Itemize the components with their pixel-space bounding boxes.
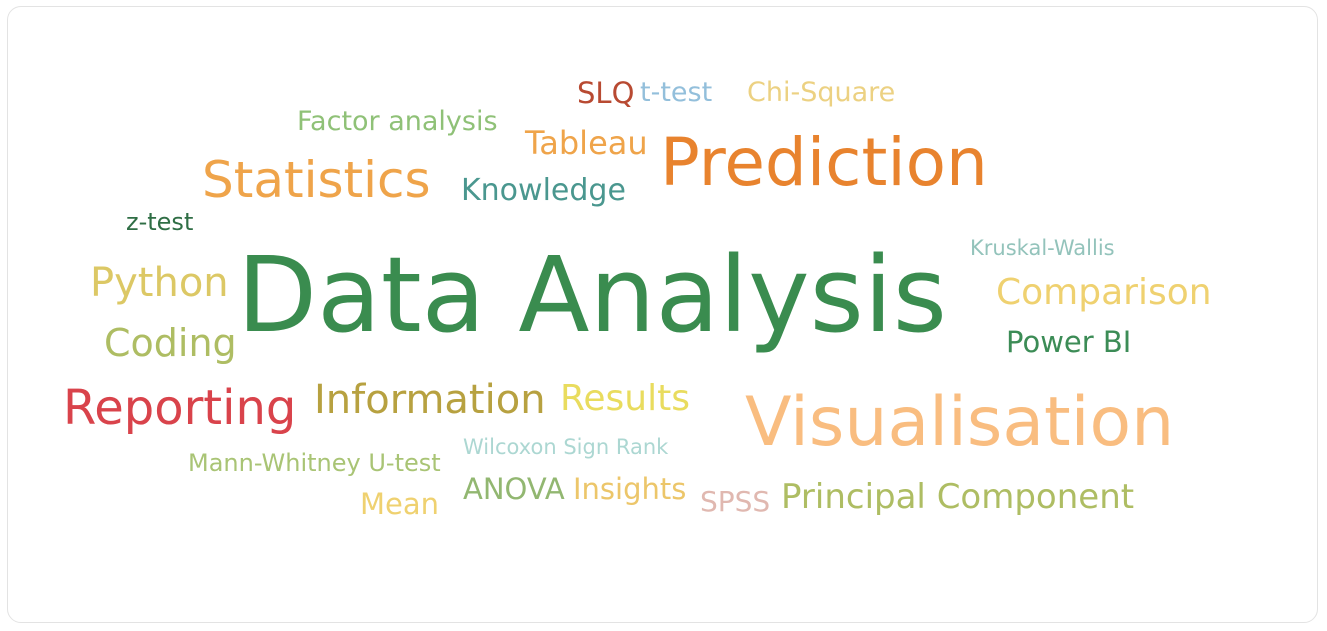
- word-prediction: Prediction: [660, 124, 988, 201]
- word-kruskal-wallis: Kruskal-Wallis: [970, 236, 1115, 260]
- word-spss: SPSS: [700, 485, 771, 518]
- word-chi-square: Chi-Square: [747, 77, 896, 108]
- word-reporting: Reporting: [63, 380, 297, 436]
- word-mean: Mean: [360, 487, 440, 521]
- word-mann-whitney-u-test: Mann-Whitney U-test: [188, 449, 441, 477]
- word-principal-component: Principal Component: [781, 477, 1135, 517]
- word-insights: Insights: [573, 472, 687, 506]
- chart-card: [7, 6, 1318, 623]
- word-statistics: Statistics: [202, 151, 431, 209]
- word-wilcoxon-sign-rank: Wilcoxon Sign Rank: [463, 435, 669, 459]
- word-results: Results: [560, 378, 690, 419]
- word-factor-analysis: Factor analysis: [297, 106, 498, 137]
- word-coding: Coding: [104, 321, 237, 365]
- word-power-bi: Power BI: [1006, 325, 1132, 359]
- word-slq: SLQ: [577, 76, 635, 110]
- word-knowledge: Knowledge: [461, 173, 626, 208]
- word-visualisation: Visualisation: [745, 383, 1175, 462]
- word-information: Information: [314, 377, 546, 423]
- word-tableau: Tableau: [525, 124, 648, 162]
- word-data-analysis: Data Analysis: [237, 234, 947, 356]
- word-comparison: Comparison: [996, 272, 1212, 313]
- word-anova: ANOVA: [463, 472, 565, 506]
- word-python: Python: [90, 260, 229, 306]
- word-t-test: t-test: [640, 77, 713, 108]
- word-z-test: z-test: [126, 208, 194, 236]
